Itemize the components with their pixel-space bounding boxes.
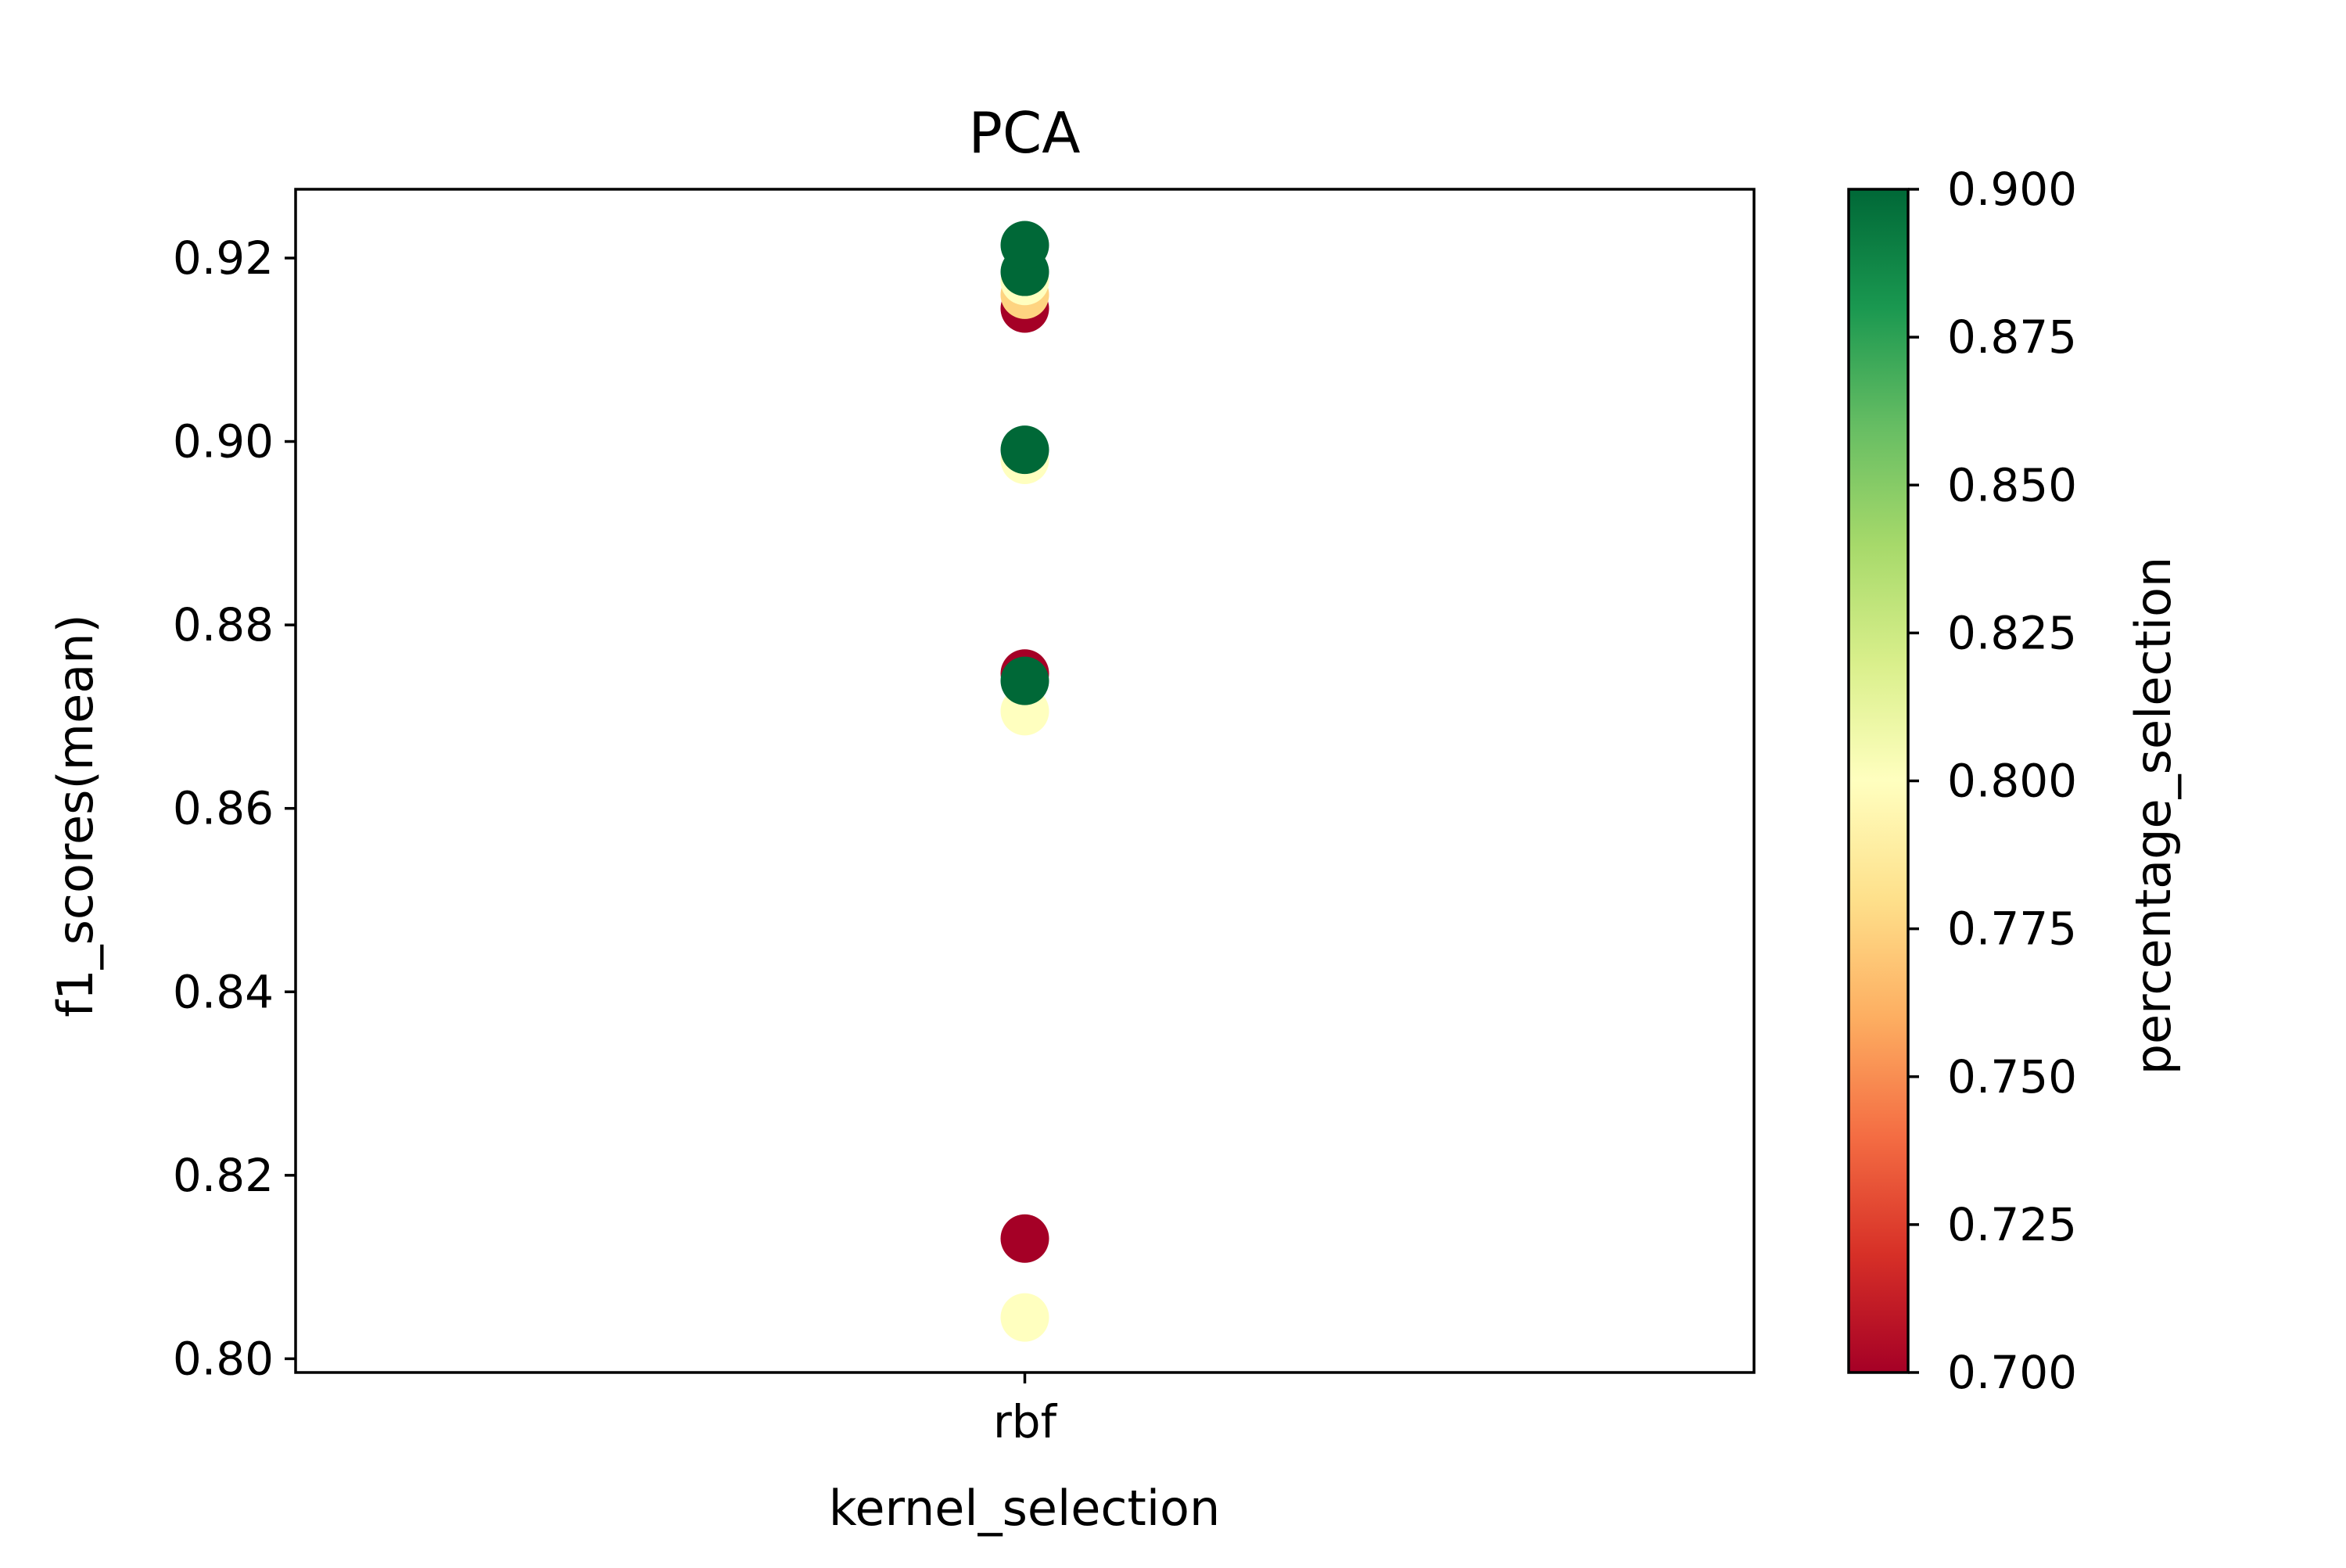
y-tick-label: 0.90 bbox=[173, 415, 274, 468]
colorbar-tick-label: 0.825 bbox=[1947, 606, 2077, 659]
scatter-point bbox=[1000, 221, 1049, 270]
colorbar-tick-label: 0.875 bbox=[1947, 310, 2077, 364]
colorbar-label: percentage_selection bbox=[2125, 557, 2182, 1075]
x-axis: rbf bbox=[993, 1372, 1058, 1448]
scatter-points bbox=[1000, 221, 1049, 1342]
plot-area bbox=[294, 188, 1756, 1374]
plot-frame bbox=[294, 188, 1756, 1374]
y-tick-label: 0.80 bbox=[173, 1332, 274, 1385]
chart-title: PCA bbox=[969, 100, 1081, 166]
colorbar-gradient bbox=[1849, 189, 1908, 1372]
y-tick-label: 0.84 bbox=[173, 965, 274, 1018]
y-tick-label: 0.88 bbox=[173, 598, 274, 651]
colorbar-tick-label: 0.750 bbox=[1947, 1050, 2077, 1103]
y-tick-label: 0.82 bbox=[173, 1149, 274, 1202]
scatter-point bbox=[1000, 656, 1049, 705]
x-axis-label: kernel_selection bbox=[829, 1480, 1221, 1537]
y-tick-label: 0.86 bbox=[173, 782, 274, 835]
colorbar-tick-label: 0.800 bbox=[1947, 755, 2077, 808]
colorbar-tick-label: 0.900 bbox=[1947, 163, 2077, 216]
colorbar: 0.700 0.725 0.750 0.775 0.800 0.825 0.850 0.875… bbox=[1847, 163, 2077, 1399]
colorbar-tick-label: 0.850 bbox=[1947, 458, 2077, 511]
colorbar-tick-label: 0.775 bbox=[1947, 902, 2077, 956]
scatter-point bbox=[1000, 1293, 1049, 1342]
y-axis: 0.80 0.82 0.84 0.86 0.88 0.90 0.92 bbox=[173, 231, 296, 1385]
scatter-point bbox=[1000, 425, 1049, 475]
scatter-point bbox=[1000, 1214, 1049, 1263]
x-tick-label: rbf bbox=[993, 1395, 1058, 1448]
colorbar-tick-label: 0.725 bbox=[1947, 1198, 2077, 1251]
colorbar-tick-label: 0.700 bbox=[1947, 1346, 2077, 1399]
y-axis-label: f1_scores(mean) bbox=[47, 614, 104, 1017]
y-tick-label: 0.92 bbox=[173, 231, 274, 285]
